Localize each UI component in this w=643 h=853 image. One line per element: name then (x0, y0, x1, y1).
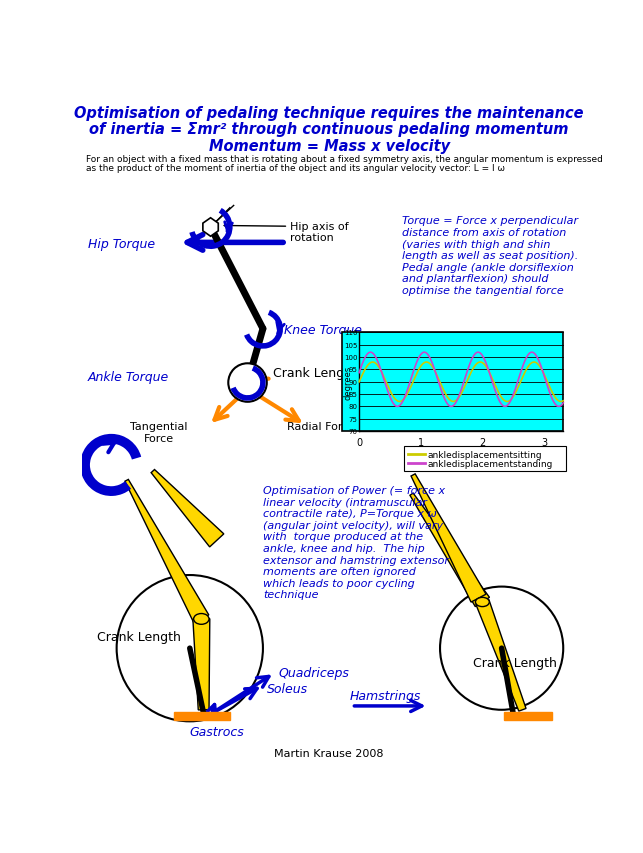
Text: Soleus: Soleus (267, 682, 308, 695)
Text: 80: 80 (349, 404, 358, 410)
Text: 90: 90 (349, 380, 358, 386)
Text: Optimisation of pedaling technique requires the maintenance: Optimisation of pedaling technique requi… (75, 107, 584, 121)
Text: 100: 100 (344, 355, 358, 361)
Text: Hamstrings: Hamstrings (350, 689, 421, 703)
Polygon shape (411, 474, 486, 602)
Text: Tangential
Force: Tangential Force (131, 421, 188, 443)
Text: For an object with a fixed mass that is rotating about a fixed symmetry axis, th: For an object with a fixed mass that is … (86, 154, 602, 164)
Text: Hip Torque: Hip Torque (88, 238, 155, 251)
Text: 0: 0 (356, 438, 362, 448)
Text: 95: 95 (349, 367, 358, 373)
Text: Martin Krause 2008: Martin Krause 2008 (275, 748, 384, 758)
Text: Ankle Torque: Ankle Torque (88, 370, 169, 383)
Bar (174, 712, 230, 720)
Text: 1: 1 (418, 438, 424, 448)
Text: degrees: degrees (344, 365, 353, 399)
Text: Radial Force: Radial Force (287, 421, 355, 432)
Polygon shape (203, 218, 218, 237)
Text: 105: 105 (344, 342, 358, 348)
Text: 2: 2 (480, 438, 486, 448)
Polygon shape (151, 470, 224, 548)
Text: Momentum = Mass x velocity: Momentum = Mass x velocity (208, 139, 449, 154)
Circle shape (440, 587, 563, 710)
Ellipse shape (194, 614, 209, 624)
Polygon shape (476, 600, 526, 711)
Text: 75: 75 (349, 416, 358, 422)
Text: Crank Length: Crank Length (473, 656, 557, 669)
Text: Knee Torque: Knee Torque (284, 323, 362, 336)
Text: 3: 3 (541, 438, 548, 448)
Circle shape (228, 364, 267, 403)
Bar (404, 447, 566, 472)
Text: Optimisation of Power (= force x
linear velocity (intramuscular
contractile rate: Optimisation of Power (= force x linear … (263, 485, 449, 600)
Text: Torque = Force x perpendicular
distance from axis of rotation
(varies with thigh: Torque = Force x perpendicular distance … (401, 216, 578, 296)
Text: Crank Length: Crank Length (273, 367, 357, 380)
Text: time: time (439, 447, 467, 457)
Text: as the product of the moment of inertia of the object and its angular velocity v: as the product of the moment of inertia … (86, 164, 505, 173)
Polygon shape (193, 619, 210, 710)
Text: Crank Length: Crank Length (97, 630, 181, 643)
Bar (504, 712, 552, 720)
Text: of inertia = Σmr² through continuous pedaling momentum: of inertia = Σmr² through continuous ped… (89, 122, 569, 136)
Polygon shape (410, 494, 489, 607)
Text: 70: 70 (349, 428, 358, 434)
Text: 85: 85 (349, 392, 358, 397)
Ellipse shape (475, 598, 489, 606)
Bar (342, 333, 563, 432)
Polygon shape (125, 480, 209, 624)
Text: Hip axis of
rotation: Hip axis of rotation (290, 222, 349, 243)
Circle shape (116, 576, 263, 722)
Text: Gastrocs: Gastrocs (189, 725, 244, 739)
Text: ankledisplacementstanding: ankledisplacementstanding (428, 460, 553, 468)
Text: Quadriceps: Quadriceps (278, 666, 349, 680)
Text: ankledisplacementsitting: ankledisplacementsitting (428, 450, 542, 459)
Text: 110: 110 (344, 330, 358, 336)
